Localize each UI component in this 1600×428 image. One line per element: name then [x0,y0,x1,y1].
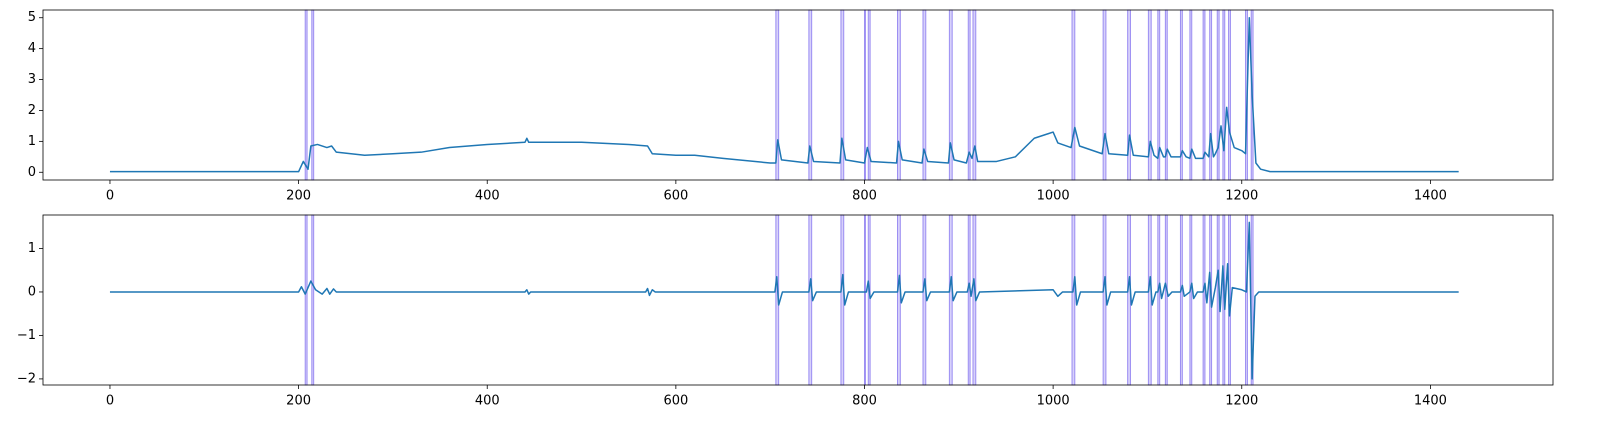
x-tick-label: 600 [663,394,688,409]
x-tick-label: 600 [663,189,688,204]
x-tick-label: 200 [286,394,311,409]
x-tick-label: 800 [852,189,877,204]
y-tick-label: 4 [28,41,36,56]
span [1209,9,1213,181]
span [1164,214,1168,386]
x-tick-label: 1400 [1414,189,1447,204]
span [311,214,315,386]
span [1071,9,1076,181]
subplot: 0 200 400 600 800 1000 1200 1400 −2 −1 0 1 [17,214,1554,409]
span [1222,9,1226,181]
y-tick-label: 5 [28,10,36,25]
y-tick-label: 1 [28,134,36,149]
span [1189,214,1193,386]
y-tick-label: 3 [28,72,36,87]
span [304,214,308,386]
y-tick-label: −2 [17,371,36,386]
axes-frame [42,9,1554,181]
x-tick-label: 200 [286,189,311,204]
span [967,214,971,386]
span [840,214,845,386]
y-tick-label: 0 [28,165,36,180]
x-tick-label: 1200 [1225,189,1258,204]
span [1179,214,1183,386]
span [311,9,315,181]
x-tick-label: 1000 [1037,394,1070,409]
data-line [109,221,1459,380]
subplot: 0 200 400 600 800 1000 1200 1400 0 1 2 3 4 5 [28,9,1554,204]
x-tick-label: 1000 [1037,189,1070,204]
y-tick-label: 1 [28,241,36,256]
x-tick-label: 800 [852,394,877,409]
x-tick-label: 400 [475,189,500,204]
data-line [109,16,1459,173]
y-tick-label: −1 [17,328,36,343]
span [1216,9,1220,181]
x-tick-label: 1200 [1225,394,1258,409]
span [304,9,308,181]
span [1157,214,1161,386]
span [1147,214,1152,386]
span [1102,9,1107,181]
span [1228,9,1231,181]
span [867,214,871,386]
span [1102,214,1107,386]
span [922,214,927,386]
span [1245,214,1248,386]
x-tick-label: 400 [475,394,500,409]
span [1127,214,1131,386]
span [897,214,901,386]
x-tick-label: 0 [106,189,114,204]
axes-frame [42,214,1554,386]
x-tick-label: 1400 [1414,394,1447,409]
y-tick-label: 2 [28,103,36,118]
y-tick-label: 0 [28,284,36,299]
span [1071,214,1076,386]
span [948,214,953,386]
x-tick-label: 0 [106,394,114,409]
span [808,214,813,386]
span [863,214,866,386]
span [1202,214,1206,386]
